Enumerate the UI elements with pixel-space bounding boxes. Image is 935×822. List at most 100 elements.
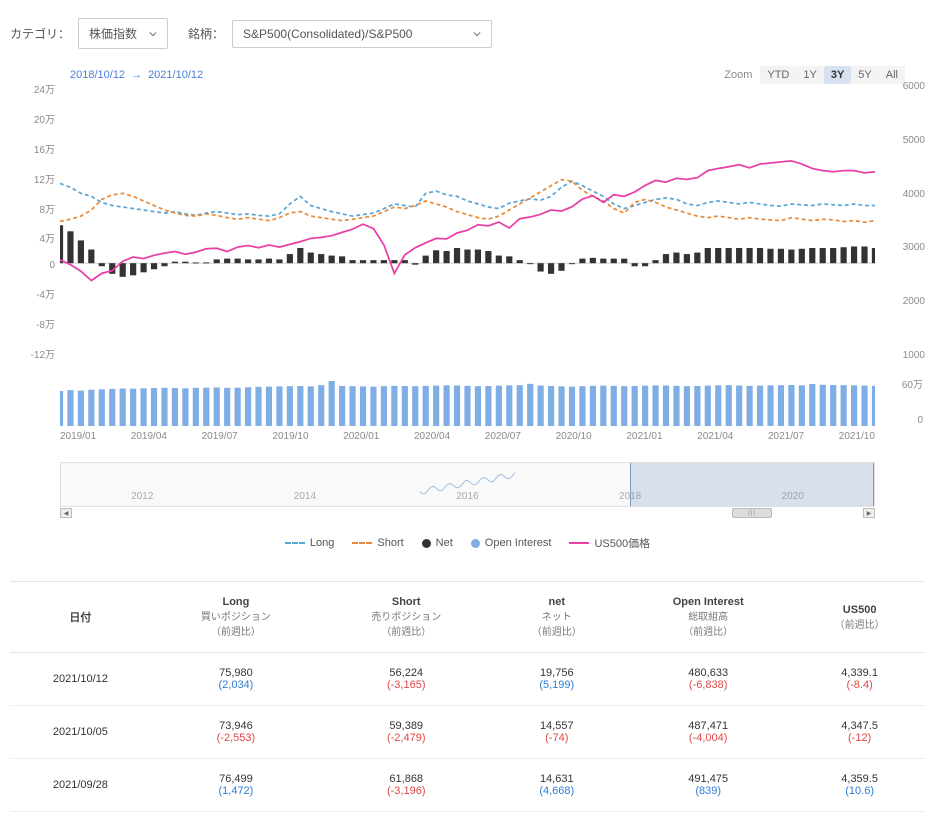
cell-value: 75,980(2,034) (151, 653, 321, 706)
navigator-right-arrow[interactable]: ▶ (863, 508, 875, 518)
chart-legend: Long Short Net Open Interest US500価格 (10, 517, 925, 581)
open-interest-bars (60, 376, 875, 426)
x-tick: 2019/04 (131, 431, 167, 442)
y-tick-left: 20万 (10, 111, 55, 126)
legend-label: Short (377, 537, 403, 549)
legend-item[interactable]: Net (422, 535, 453, 551)
range-navigator[interactable]: 20122014201620182020 ||| ◀ ▶ (60, 462, 875, 507)
cell-value: 19,756(5,199) (491, 653, 622, 706)
legend-item[interactable]: US500価格 (569, 535, 650, 551)
legend-label: Open Interest (485, 537, 552, 549)
y-tick-left: 24万 (10, 81, 55, 96)
cell-date: 2021/10/12 (10, 653, 151, 706)
cell-value: 480,633(-6,838) (622, 653, 794, 706)
y-tick-left: -8万 (10, 316, 55, 331)
table-header: Long買いポジション（前週比） (151, 582, 321, 653)
y-tick-right: 4000 (880, 189, 925, 200)
left-y-axis: 24万20万16万12万8万4万0-4万-8万-12万 (10, 81, 55, 361)
x-tick: 2021/07 (768, 431, 804, 442)
y-tick-left: 12万 (10, 171, 55, 186)
legend-item[interactable]: Short (352, 535, 403, 551)
right-y-axis: 6000 5000 4000 3000 2000 1000 (880, 81, 925, 361)
legend-item[interactable]: Open Interest (471, 535, 552, 551)
table-header: Short売りポジション（前週比） (321, 582, 491, 653)
x-tick: 2020/04 (414, 431, 450, 442)
main-chart: 24万20万16万12万8万4万0-4万-8万-12万 600050004000… (10, 81, 925, 507)
navigator-selection[interactable]: ||| (630, 463, 874, 506)
x-axis: 2019/012019/042019/072019/102020/012020/… (60, 426, 875, 442)
data-table: 日付Long買いポジション（前週比）Short売りポジション（前週比）netネッ… (10, 581, 925, 812)
legend-swatch (569, 542, 589, 544)
date-to: 2021/10/12 (148, 69, 203, 81)
chevron-down-icon (149, 30, 157, 38)
y-tick-right: 5000 (880, 135, 925, 146)
line-layer (60, 81, 875, 354)
category-value: 株価指数 (89, 25, 137, 42)
plot-area[interactable] (60, 81, 875, 361)
y-tick-left: 4万 (10, 230, 55, 245)
x-tick: 2019/10 (272, 431, 308, 442)
legend-swatch (422, 539, 431, 548)
navigator-left-arrow[interactable]: ◀ (60, 508, 72, 518)
y-tick-right: 6000 (880, 81, 925, 92)
date-range[interactable]: 2018/10/12 → 2021/10/12 (70, 69, 203, 81)
cell-value: 491,475(839) (622, 759, 794, 812)
cell-value: 4,359.5(10.6) (794, 759, 925, 812)
x-tick: 2020/01 (343, 431, 379, 442)
legend-label: Net (436, 537, 453, 549)
table-header: US500（前週比） (794, 582, 925, 653)
x-tick: 2020/07 (485, 431, 521, 442)
zoom-group: Zoom YTD1Y3Y5YAll (724, 69, 905, 81)
category-label: カテゴリ： (10, 25, 70, 42)
x-tick: 2021/04 (697, 431, 733, 442)
nav-x-tick: 2012 (131, 491, 153, 502)
filter-bar: カテゴリ： 株価指数 銘柄： S&P500(Consolidated)/S&P5… (10, 10, 925, 69)
y-tick-right: 3000 (880, 242, 925, 253)
table-header: Open Interest総取組高（前週比） (622, 582, 794, 653)
cell-value: 487,471(-4,004) (622, 706, 794, 759)
cell-date: 2021/10/05 (10, 706, 151, 759)
x-tick: 2020/10 (556, 431, 592, 442)
nav-x-tick: 2016 (456, 491, 478, 502)
legend-label: Long (310, 537, 334, 549)
cell-value: 4,347.5(-12) (794, 706, 925, 759)
symbol-select[interactable]: S&P500(Consolidated)/S&P500 (232, 20, 492, 48)
cell-value: 4,339.1(-8.4) (794, 653, 925, 706)
legend-swatch (471, 539, 480, 548)
volume-y-axis: 60万 0 (878, 376, 923, 426)
y-tick-right: 2000 (880, 296, 925, 307)
vol-tick: 0 (878, 415, 923, 426)
table-row: 2021/10/1275,980(2,034)56,224(-3,165)19,… (10, 653, 925, 706)
chevron-down-icon (473, 30, 481, 38)
x-tick: 2019/01 (60, 431, 96, 442)
legend-swatch (285, 542, 305, 544)
y-tick-left: 8万 (10, 201, 55, 216)
table-row: 2021/10/0573,946(-2,553)59,389(-2,479)14… (10, 706, 925, 759)
y-tick-right: 1000 (880, 350, 925, 361)
cell-date: 2021/09/28 (10, 759, 151, 812)
cell-value: 59,389(-2,479) (321, 706, 491, 759)
table-row: 2021/09/2876,499(1,472)61,868(-3,196)14,… (10, 759, 925, 812)
x-tick: 2021/01 (626, 431, 662, 442)
date-arrow: → (131, 69, 142, 81)
date-from: 2018/10/12 (70, 69, 125, 81)
legend-label: US500価格 (594, 535, 650, 551)
symbol-label: 銘柄： (188, 25, 224, 42)
table-head: 日付Long買いポジション（前週比）Short売りポジション（前週比）netネッ… (10, 582, 925, 653)
volume-subplot: 60万0 (60, 376, 875, 426)
table-body: 2021/10/1275,980(2,034)56,224(-3,165)19,… (10, 653, 925, 812)
navigator-handle[interactable]: ||| (732, 508, 772, 518)
category-select[interactable]: 株価指数 (78, 18, 168, 49)
symbol-value: S&P500(Consolidated)/S&P500 (243, 27, 412, 41)
legend-item[interactable]: Long (285, 535, 334, 551)
nav-x-tick: 2014 (294, 491, 316, 502)
chart-topbar: 2018/10/12 → 2021/10/12 Zoom YTD1Y3Y5YAl… (10, 69, 925, 81)
vol-tick: 60万 (878, 376, 923, 391)
cell-value: 56,224(-3,165) (321, 653, 491, 706)
cell-value: 76,499(1,472) (151, 759, 321, 812)
cell-value: 14,557(-74) (491, 706, 622, 759)
cell-value: 73,946(-2,553) (151, 706, 321, 759)
cell-value: 14,631(4,668) (491, 759, 622, 812)
table-header: netネット（前週比） (491, 582, 622, 653)
table-header: 日付 (10, 582, 151, 653)
